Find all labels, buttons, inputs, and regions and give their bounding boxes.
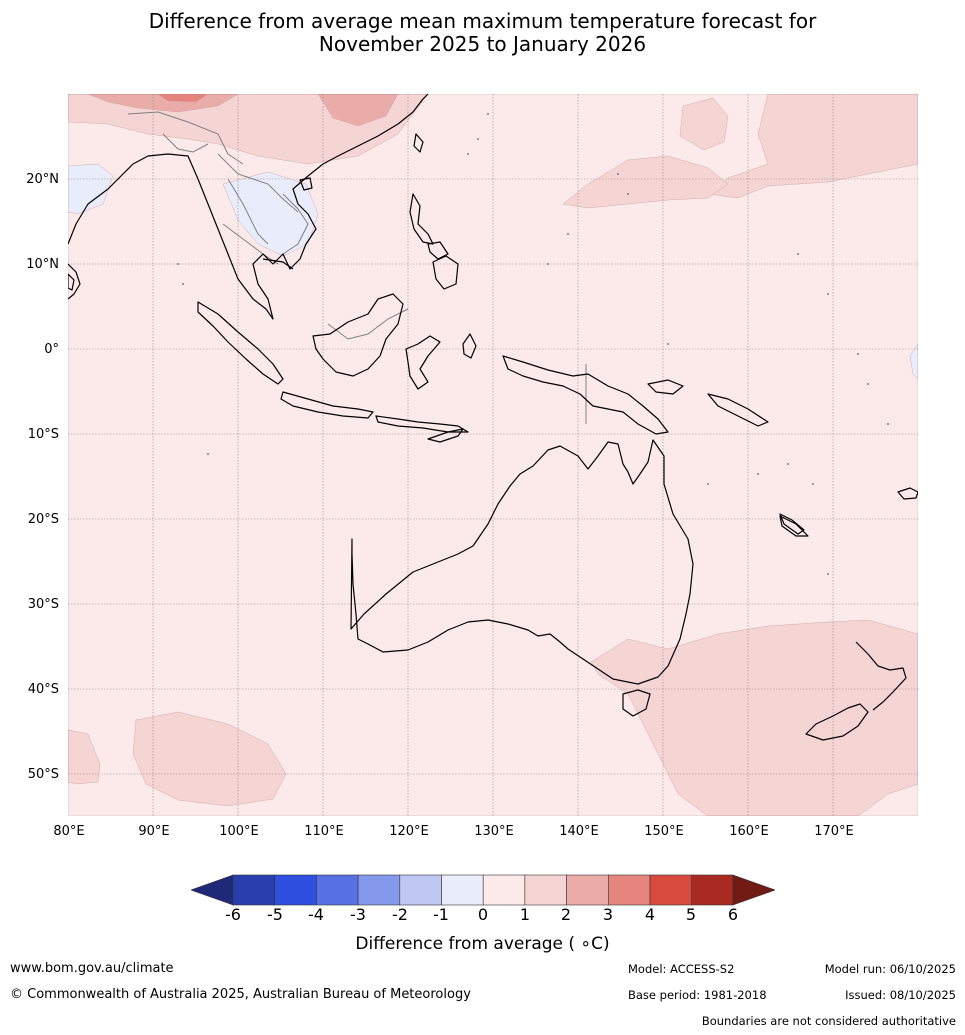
- coastline-vanuatu: [779, 513, 805, 535]
- title-line-1: Difference from average mean maximum tem…: [148, 9, 817, 33]
- coastline-bismarck: [647, 379, 684, 395]
- issued-date: Issued: 08/10/2025: [845, 988, 956, 1002]
- anomaly-west-pacific-patch-1-to-2: [679, 97, 729, 151]
- colorbar-tick-minus3: -3: [350, 905, 366, 924]
- latitude-label-30s: 30°S: [27, 597, 59, 612]
- coastline-lesser-sunda: [375, 415, 469, 433]
- colorbar-tick-minus2: -2: [392, 905, 408, 924]
- longitude-label-140e: 140°E: [559, 824, 599, 839]
- anomaly-shading: [68, 94, 918, 816]
- model-name: Model: ACCESS-S2: [628, 962, 735, 976]
- colorbar-tick-0: 0: [477, 905, 489, 924]
- colorbar-swatch-0-to-1: [482, 874, 526, 906]
- coastline-new-zealand-south: [805, 703, 869, 741]
- website-link[interactable]: www.bom.gov.au/climate: [10, 961, 174, 976]
- colorbar-swatch-minus1-to-0: [441, 874, 484, 906]
- colorbar-tick-2: 2: [560, 905, 572, 924]
- colorbar-over-arrow: [732, 874, 775, 906]
- longitude-label-130e: 130°E: [474, 824, 514, 839]
- coastline-timor: [427, 428, 464, 443]
- coastline-asia-mainland: [68, 94, 429, 320]
- coastline-borneo: [312, 293, 404, 377]
- longitude-label-150e: 150°E: [644, 824, 684, 839]
- longitude-label-90e: 90°E: [138, 824, 170, 839]
- colorbar-tick-minus6: -6: [225, 905, 241, 924]
- longitude-label-100e: 100°E: [219, 824, 259, 839]
- latitude-label-20n: 20°N: [26, 172, 59, 187]
- colorbar-tick-4: 4: [644, 905, 656, 924]
- colorbar-title: Difference from average ( ∘C): [355, 934, 610, 954]
- coastline-solomon-islands: [707, 393, 769, 427]
- coastline-philippines-mindanao: [432, 255, 459, 290]
- anomaly-southern-indian-ocean-1-to-2: [132, 711, 287, 807]
- coastline-philippines-luzon: [409, 193, 434, 245]
- coastline-new-guinea: [502, 355, 669, 435]
- longitude-label-80e: 80°E: [53, 824, 85, 839]
- anomaly-southwest-indian-ocean-1-to-2: [68, 729, 101, 785]
- longitude-label-170e: 170°E: [814, 824, 854, 839]
- colorbar-tick-minus4: -4: [308, 905, 324, 924]
- colorbar-swatch-3-to-4: [607, 874, 651, 906]
- latitude-label-10n: 10°N: [26, 257, 59, 272]
- colorbar-tick-1: 1: [519, 905, 531, 924]
- coastline-sri-lanka: [68, 273, 75, 291]
- forecast-map: [68, 94, 918, 816]
- map-title: Difference from average mean maximum tem…: [0, 10, 965, 56]
- colorbar-swatch-5-to-6: [691, 874, 734, 906]
- anomaly-india-coast-minus1-to-0: [68, 163, 114, 215]
- coastline-sulawesi: [405, 335, 441, 390]
- longitude-label-160e: 160°E: [729, 824, 769, 839]
- coastline-new-caledonia: [779, 515, 809, 537]
- gridlines: [68, 94, 918, 816]
- anomaly-southeast-australia-1-to-2: [590, 619, 918, 816]
- longitude-label-110e: 110°E: [304, 824, 344, 839]
- boundaries-disclaimer: Boundaries are not considered authoritat…: [701, 1014, 956, 1028]
- longitude-label-120e: 120°E: [389, 824, 429, 839]
- latitude-label-40s: 40°S: [27, 682, 59, 697]
- coastline-halmahera: [462, 333, 477, 359]
- coastline-sumatra: [197, 301, 284, 385]
- colorbar-tick-6: 6: [727, 905, 739, 924]
- colorbar-swatch-minus6-to-minus5: [232, 874, 276, 906]
- colorbar-swatch-4-to-5: [649, 874, 693, 906]
- colorbar-swatch-minus4-to-minus3: [316, 874, 359, 906]
- anomaly-northwest-pacific-west-1-to-2: [562, 155, 729, 209]
- colorbar: [191, 874, 775, 906]
- coastline-new-zealand-north: [855, 641, 907, 711]
- latitude-label-50s: 50°S: [27, 767, 59, 782]
- colorbar-tick-minus1: -1: [433, 905, 449, 924]
- colorbar-tick-3: 3: [602, 905, 614, 924]
- coastline-australia: [350, 439, 694, 685]
- coastlines: [68, 94, 918, 741]
- base-period: Base period: 1981-2018: [628, 988, 767, 1002]
- coastline-india-tip: [68, 263, 81, 300]
- latitude-label-10s: 10°S: [27, 427, 59, 442]
- colorbar-swatch-minus5-to-minus4: [274, 874, 317, 906]
- title-line-2: November 2025 to January 2026: [318, 32, 647, 56]
- colorbar-swatch-minus3-to-minus2: [357, 874, 401, 906]
- coastline-indochina-gulf: [262, 258, 294, 270]
- coastline-tasmania: [622, 689, 651, 717]
- coastline-philippines-visayas: [427, 241, 449, 260]
- anomaly-northwest-pacific-east-1-to-2: [707, 94, 918, 199]
- coastline-java: [280, 391, 374, 419]
- latitude-label-20s: 20°S: [27, 512, 59, 527]
- latitude-label-0: 0°: [44, 342, 59, 357]
- coastline-taiwan: [413, 133, 424, 153]
- colorbar-under-arrow: [191, 874, 234, 906]
- copyright-text: © Commonwealth of Australia 2025, Austra…: [10, 987, 471, 1002]
- small-islands: [177, 113, 889, 575]
- colorbar-tick-minus5: -5: [267, 905, 283, 924]
- country-borders: [127, 111, 587, 424]
- anomaly-south-china-coast-2-to-3: [317, 94, 399, 127]
- colorbar-swatch-minus2-to-minus1: [399, 874, 442, 906]
- colorbar-swatch-1-to-2: [524, 874, 567, 906]
- anomaly-east-pacific-minus1-to-0: [909, 343, 918, 380]
- coastline-hainan: [299, 177, 313, 191]
- anomaly-china-core-3-to-4: [157, 94, 209, 103]
- colorbar-swatch-2-to-3: [566, 874, 609, 906]
- coastline-fiji: [897, 487, 918, 500]
- model-run-date: Model run: 06/10/2025: [824, 962, 956, 976]
- colorbar-tick-5: 5: [685, 905, 697, 924]
